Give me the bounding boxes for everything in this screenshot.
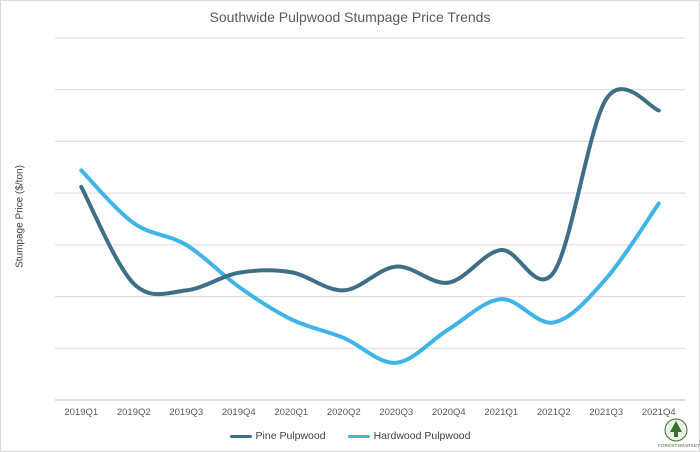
x-tick-label: 2021Q3 [589, 407, 623, 418]
legend-swatch-pine [229, 434, 252, 438]
x-tick-label: 2019Q1 [64, 407, 98, 418]
chart-title: Southwide Pulpwood Stumpage Price Trends [209, 9, 491, 25]
x-tick-label: 2020Q2 [327, 407, 361, 418]
logo-text: FOREST2MARKET [658, 443, 700, 448]
legend-swatch-hardwood [347, 434, 370, 438]
forest2market-logo: FOREST2MARKET [658, 418, 700, 448]
legend-item-hardwood: Hardwood Pulpwood [347, 430, 471, 442]
legend-item-pine: Pine Pulpwood [229, 430, 326, 442]
x-tick-label: 2021Q4 [642, 407, 676, 418]
x-tick-label: 2021Q1 [484, 407, 518, 418]
x-tick-label: 2021Q2 [537, 407, 571, 418]
x-tick-label: 2019Q3 [169, 407, 203, 418]
x-tick-label: 2020Q3 [379, 407, 413, 418]
series-line-hardwood-pulpwood [79, 168, 661, 365]
x-tick-label: 2019Q4 [222, 407, 256, 418]
legend-label-pine: Pine Pulpwood [255, 430, 326, 442]
tree-logo-icon [664, 418, 688, 442]
legend: Pine Pulpwood Hardwood Pulpwood [0, 430, 700, 442]
series-line-pine-pulpwood [79, 87, 661, 297]
x-tick-label: 2020Q4 [432, 407, 466, 418]
x-tick-label: 2019Q2 [117, 407, 151, 418]
legend-label-hardwood: Hardwood Pulpwood [373, 430, 471, 442]
x-tick-label: 2020Q1 [274, 407, 308, 418]
